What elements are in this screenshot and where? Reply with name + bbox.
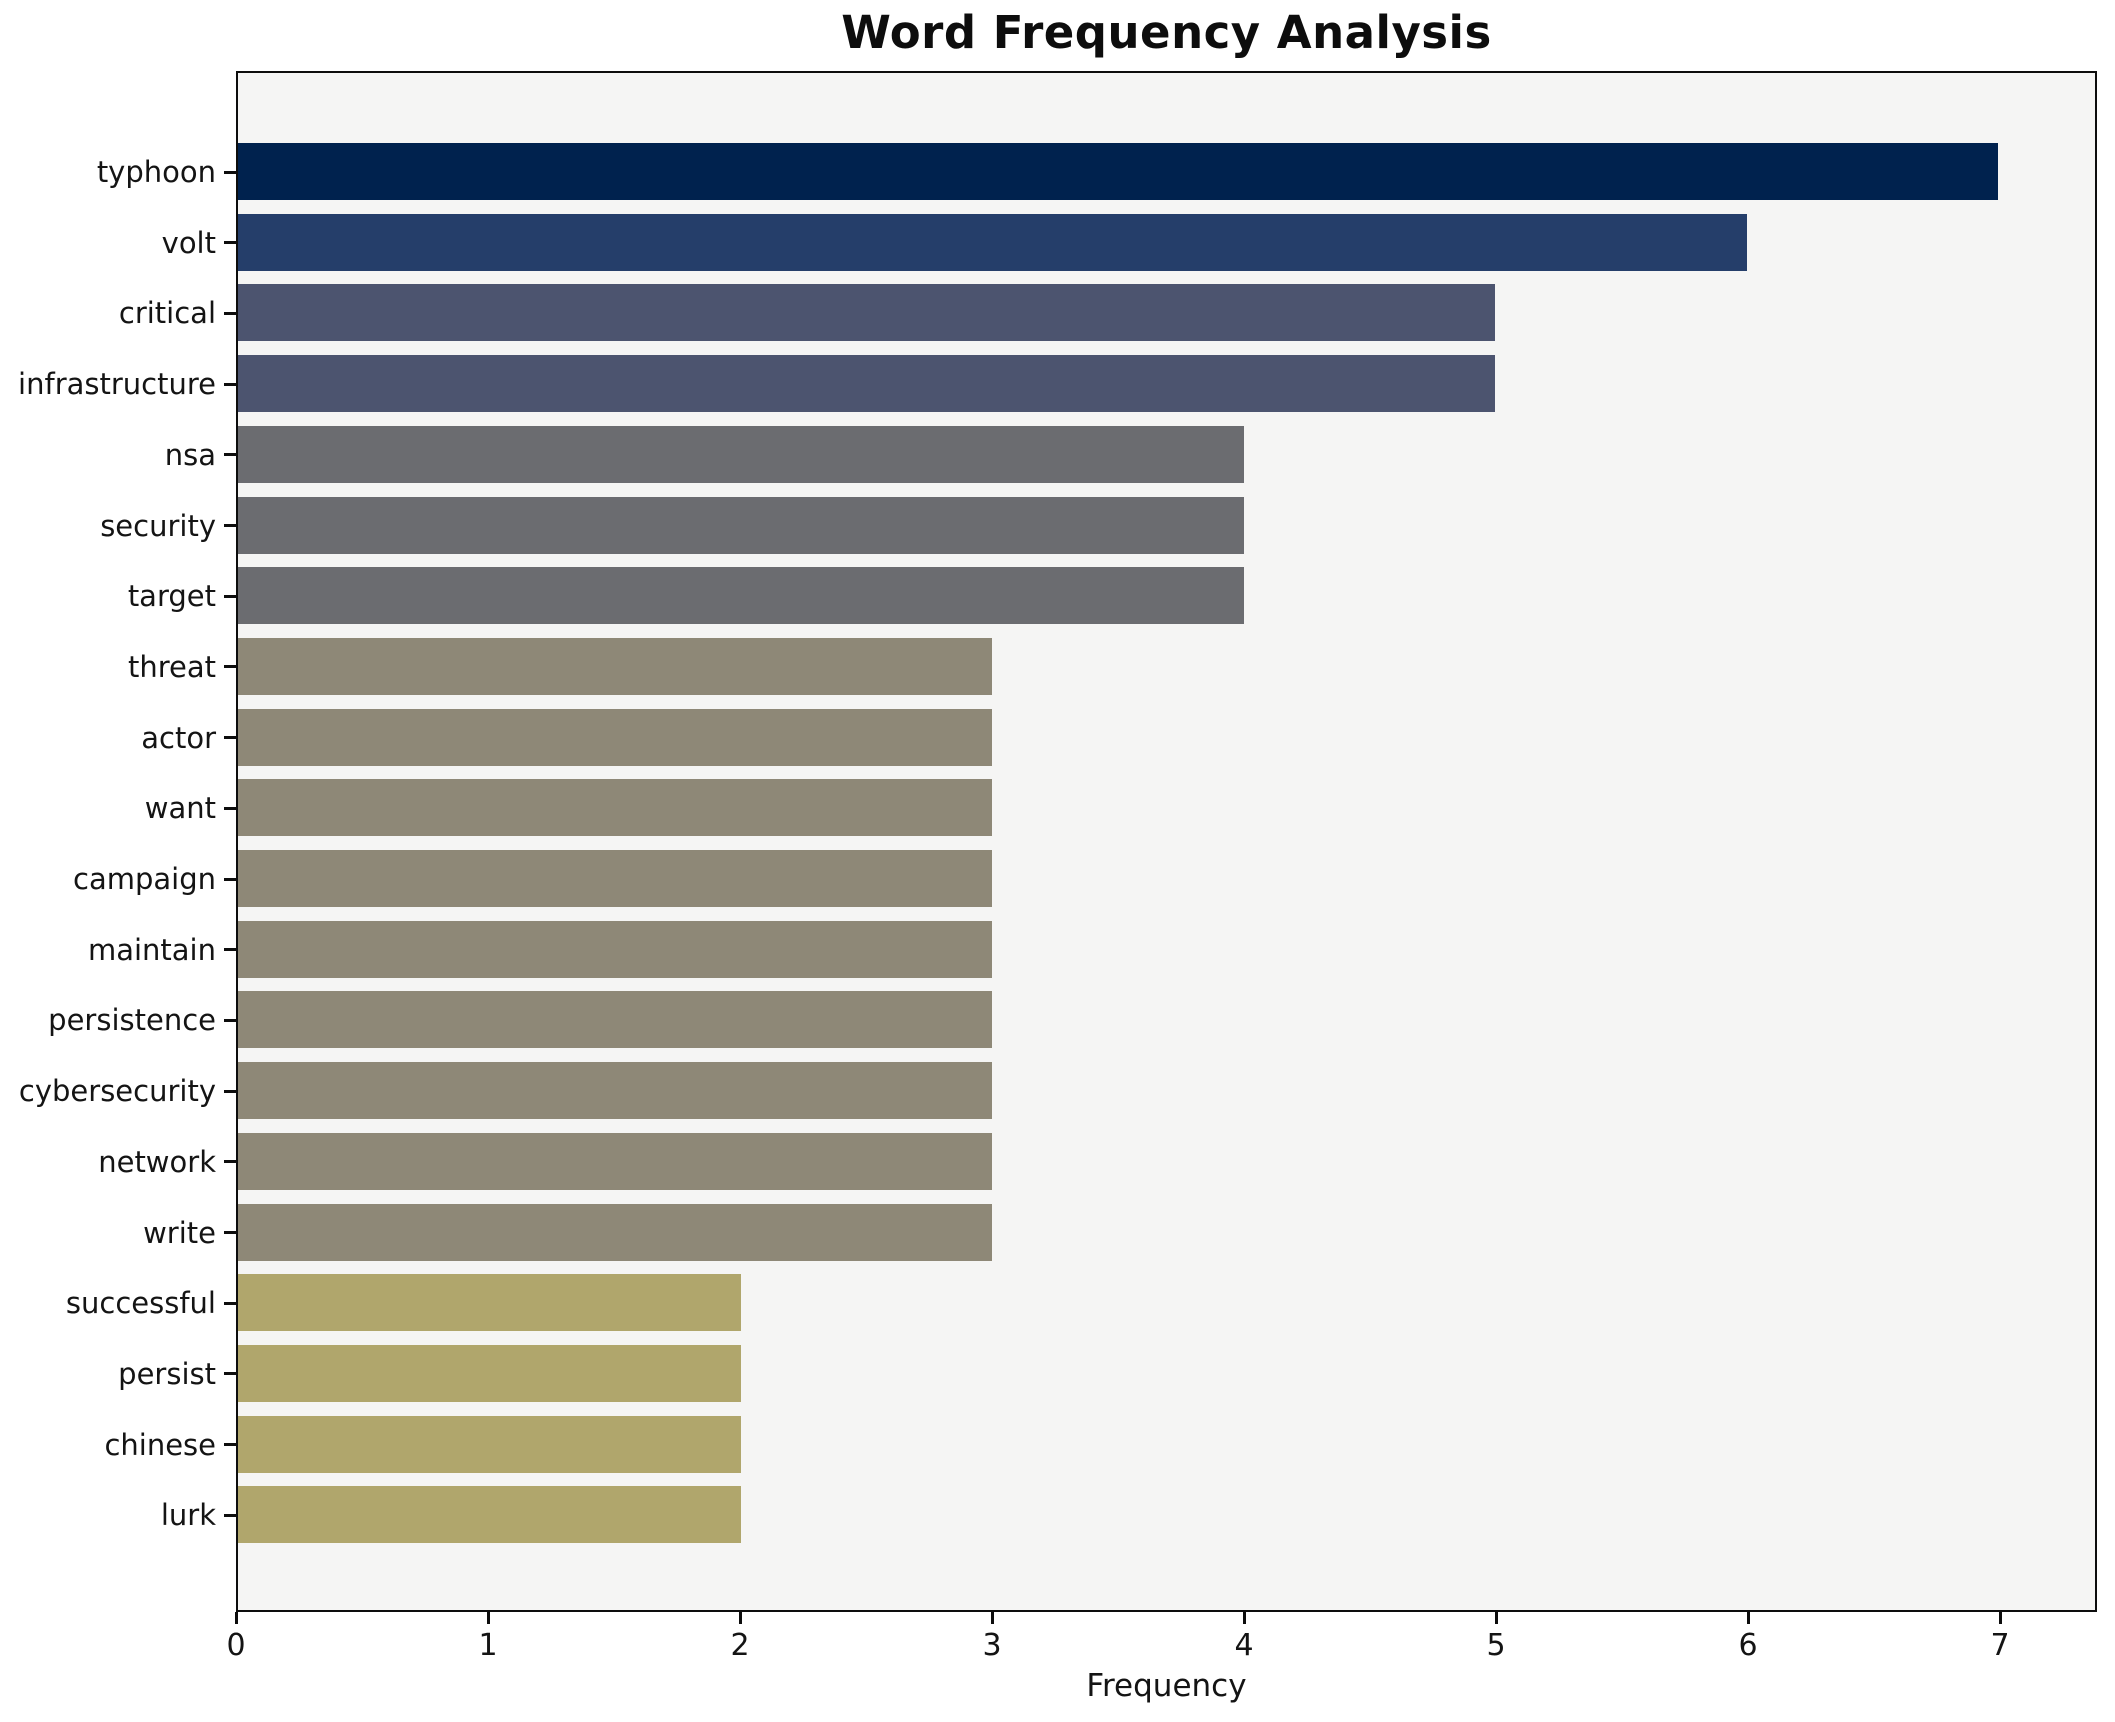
y-tick-mark (224, 1443, 236, 1447)
x-tick-mark (738, 1612, 742, 1624)
y-tick-mark (224, 1018, 236, 1022)
y-tick-label-target: target (127, 579, 216, 614)
y-tick-mark (224, 453, 236, 457)
bar-successful (238, 1274, 741, 1332)
y-tick-label-actor: actor (141, 720, 216, 755)
bar-cybersecurity (238, 1062, 993, 1120)
y-tick-label-campaign: campaign (73, 862, 216, 896)
bar-campaign (238, 850, 993, 907)
x-tick-mark (486, 1612, 490, 1624)
y-tick-mark (224, 170, 236, 174)
bar-write (238, 1203, 993, 1261)
y-tick-mark (224, 524, 236, 527)
x-tick-label-6: 6 (1738, 1628, 1758, 1663)
y-tick-label-typhoon: typhoon (96, 155, 216, 189)
bar-chinese (238, 1415, 741, 1473)
y-tick-mark (224, 241, 236, 245)
bar-network (238, 1132, 993, 1190)
bar-actor (238, 708, 993, 766)
y-tick-label-threat: threat (127, 649, 216, 684)
bar-security (238, 496, 1244, 554)
y-tick-mark (224, 806, 236, 810)
y-tick-mark (224, 1513, 236, 1517)
bar-target (238, 567, 1244, 625)
bar-critical (238, 284, 1496, 342)
y-tick-label-cybersecurity: cybersecurity (18, 1074, 216, 1109)
y-tick-label-successful: successful (65, 1286, 216, 1321)
y-tick-mark (224, 736, 236, 740)
x-tick-label-0: 0 (226, 1628, 246, 1663)
bar-persist (238, 1344, 741, 1402)
bar-want (238, 779, 993, 837)
y-tick-label-maintain: maintain (87, 932, 216, 967)
x-tick-mark (990, 1612, 994, 1624)
x-tick-mark (1746, 1612, 1750, 1624)
x-tick-label-5: 5 (1486, 1628, 1506, 1663)
y-tick-label-write: write (143, 1215, 216, 1250)
bar-volt (238, 213, 1747, 271)
x-tick-label-1: 1 (478, 1628, 498, 1663)
bar-persistence (238, 991, 993, 1049)
bar-nsa (238, 425, 1244, 483)
x-tick-label-7: 7 (1990, 1628, 2010, 1663)
x-tick-mark (1494, 1612, 1498, 1624)
y-tick-mark (224, 594, 236, 598)
y-tick-mark (224, 1301, 236, 1305)
y-tick-mark (224, 1231, 236, 1234)
x-tick-label-3: 3 (982, 1628, 1002, 1663)
chart-title: Word Frequency Analysis (841, 6, 1492, 59)
y-tick-label-network: network (98, 1144, 216, 1179)
plot-area (236, 71, 2097, 1612)
bar-maintain (238, 920, 993, 978)
y-tick-label-persistence: persistence (48, 1003, 216, 1038)
y-tick-mark (224, 1089, 236, 1093)
y-tick-label-critical: critical (118, 296, 216, 331)
bar-threat (238, 637, 993, 695)
y-tick-mark (224, 948, 236, 952)
y-tick-label-want: want (144, 791, 216, 826)
x-tick-label-4: 4 (1234, 1628, 1254, 1663)
bar-infrastructure (238, 355, 1496, 413)
x-tick-label-2: 2 (730, 1628, 750, 1663)
y-tick-mark (224, 382, 236, 386)
x-tick-mark (234, 1612, 238, 1624)
bar-typhoon (238, 143, 1999, 200)
y-tick-label-chinese: chinese (104, 1427, 216, 1462)
y-tick-label-nsa: nsa (164, 437, 216, 472)
x-tick-mark (1998, 1612, 2002, 1624)
y-tick-mark (224, 1372, 236, 1376)
y-tick-label-infrastructure: infrastructure (18, 367, 216, 402)
y-tick-mark (224, 665, 236, 669)
x-axis-label: Frequency (1086, 1668, 1247, 1704)
y-tick-label-lurk: lurk (160, 1498, 216, 1533)
x-tick-mark (1242, 1612, 1246, 1624)
bar-lurk (238, 1486, 741, 1544)
y-tick-label-security: security (100, 508, 216, 543)
y-tick-mark (224, 1160, 236, 1164)
y-tick-label-volt: volt (161, 225, 216, 260)
y-tick-mark (224, 877, 236, 881)
y-tick-mark (224, 311, 236, 315)
y-tick-label-persist: persist (118, 1356, 216, 1391)
